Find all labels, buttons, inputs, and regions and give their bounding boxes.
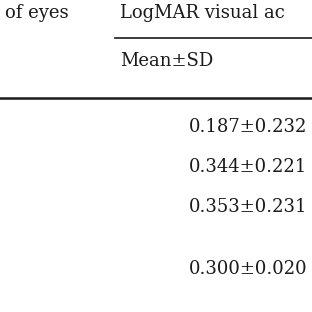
Text: 0.353±0.231: 0.353±0.231 <box>188 198 307 216</box>
Text: 0.187±0.232: 0.187±0.232 <box>189 118 307 136</box>
Text: 0.344±0.221: 0.344±0.221 <box>189 158 307 176</box>
Text: Mean±SD: Mean±SD <box>120 52 213 70</box>
Text: of eyes: of eyes <box>5 4 69 22</box>
Text: LogMAR visual ac: LogMAR visual ac <box>120 4 285 22</box>
Text: 0.300±0.020: 0.300±0.020 <box>188 260 307 278</box>
